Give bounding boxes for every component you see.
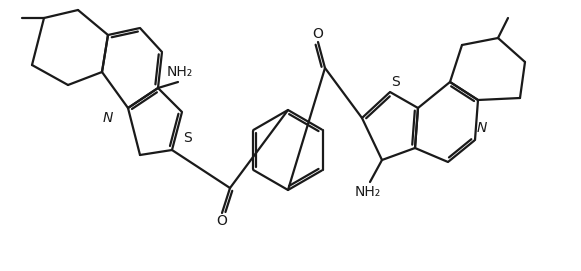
Text: N: N bbox=[477, 121, 487, 135]
Text: N: N bbox=[103, 111, 113, 125]
Text: S: S bbox=[390, 75, 399, 89]
Text: O: O bbox=[217, 214, 227, 228]
Text: NH₂: NH₂ bbox=[355, 185, 381, 199]
Text: O: O bbox=[313, 27, 324, 41]
Text: S: S bbox=[184, 131, 192, 145]
Text: NH₂: NH₂ bbox=[167, 65, 193, 79]
